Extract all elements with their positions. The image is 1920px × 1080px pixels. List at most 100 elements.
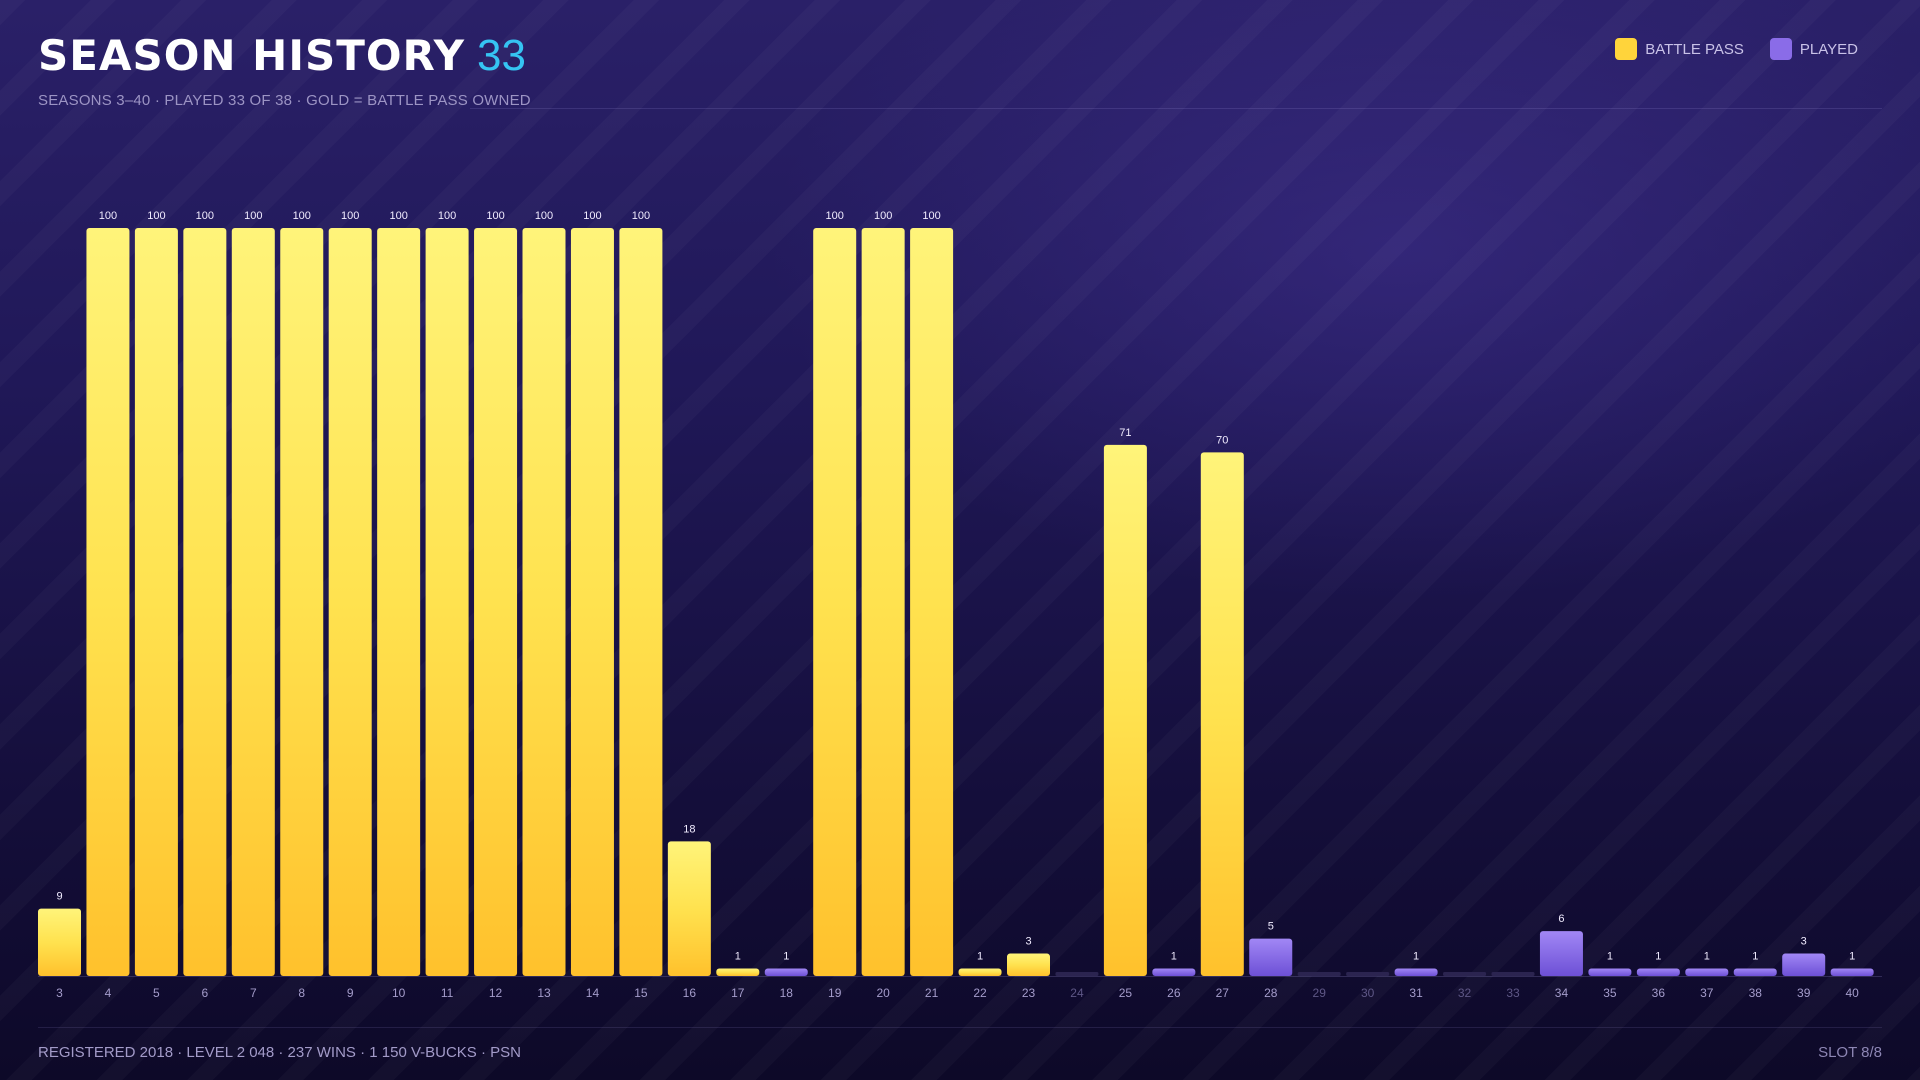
bar-season-3 xyxy=(38,908,81,976)
bar-season-7 xyxy=(231,228,275,976)
data-label-season-34: 6 xyxy=(1558,913,1564,925)
bar-season-21 xyxy=(910,228,954,976)
x-tick-label-16: 16 xyxy=(683,986,697,1000)
data-label-season-7: 100 xyxy=(244,210,262,222)
bar-season-4 xyxy=(86,228,130,976)
data-label-season-11: 100 xyxy=(438,210,456,222)
bar-season-25 xyxy=(1103,444,1147,976)
bar-season-19 xyxy=(813,228,857,976)
bar-season-33-unplayed xyxy=(1491,972,1535,976)
legend: BATTLE PASS PLAYED xyxy=(1615,38,1858,60)
subtitle: SEASONS 3–40 · PLAYED 33 OF 38 · GOLD = … xyxy=(38,92,531,109)
x-tick-label-31: 31 xyxy=(1409,986,1423,1000)
bar-season-36 xyxy=(1636,968,1680,976)
x-tick-label-7: 7 xyxy=(250,986,257,1000)
x-tick-label-3: 3 xyxy=(56,986,63,1000)
data-label-season-12: 100 xyxy=(486,210,504,222)
x-tick-label-36: 36 xyxy=(1652,986,1666,1000)
battle-pass-swatch xyxy=(1615,38,1638,60)
x-tick-label-10: 10 xyxy=(392,986,406,1000)
x-tick-label-39: 39 xyxy=(1797,986,1811,1000)
page-title: SEASON HISTORY 33 xyxy=(38,26,526,86)
x-tick-label-28: 28 xyxy=(1264,986,1278,1000)
x-tick-label-30: 30 xyxy=(1361,986,1375,1000)
bar-season-34 xyxy=(1539,931,1583,976)
data-label-season-27: 70 xyxy=(1216,434,1228,446)
data-label-season-4: 100 xyxy=(99,210,117,222)
x-tick-label-21: 21 xyxy=(925,986,939,1000)
x-tick-label-4: 4 xyxy=(105,986,112,1000)
data-label-season-13: 100 xyxy=(535,210,553,222)
bar-season-30-unplayed xyxy=(1346,972,1390,976)
slot-indicator: SLOT 8/8 xyxy=(1818,1044,1882,1061)
data-label-season-10: 100 xyxy=(389,210,407,222)
x-tick-label-14: 14 xyxy=(586,986,600,1000)
data-label-season-37: 1 xyxy=(1704,951,1710,963)
x-tick-label-29: 29 xyxy=(1313,986,1327,1000)
title-text: SEASON HISTORY xyxy=(38,31,466,80)
x-tick-label-13: 13 xyxy=(537,986,551,1000)
data-label-season-14: 100 xyxy=(583,210,601,222)
bar-season-22 xyxy=(958,968,1002,976)
bar-season-39 xyxy=(1782,953,1826,976)
bar-season-26 xyxy=(1152,968,1196,976)
bar-season-31 xyxy=(1394,968,1438,976)
data-label-season-39: 3 xyxy=(1801,936,1807,948)
x-tick-label-25: 25 xyxy=(1119,986,1133,1000)
bar-season-37 xyxy=(1685,968,1729,976)
data-label-season-3: 9 xyxy=(56,891,62,903)
legend-item-played: PLAYED xyxy=(1769,38,1858,60)
bar-season-27 xyxy=(1200,452,1244,976)
season-bar-chart: 9310041005100610071008100910010100111001… xyxy=(38,210,1882,1000)
bar-season-10 xyxy=(377,228,421,976)
legend-label-battle-pass: BATTLE PASS xyxy=(1645,40,1744,58)
x-tick-label-37: 37 xyxy=(1700,986,1714,1000)
x-tick-label-18: 18 xyxy=(780,986,794,1000)
data-label-season-16: 18 xyxy=(683,823,695,835)
legend-label-played: PLAYED xyxy=(1799,40,1858,58)
x-tick-label-33: 33 xyxy=(1506,986,1520,1000)
bar-season-32-unplayed xyxy=(1443,972,1487,976)
data-label-season-5: 100 xyxy=(147,210,165,222)
data-label-season-31: 1 xyxy=(1413,951,1419,963)
bar-season-23 xyxy=(1007,953,1050,976)
x-tick-label-6: 6 xyxy=(202,986,209,1000)
x-tick-label-32: 32 xyxy=(1458,986,1472,1000)
bar-season-6 xyxy=(183,228,227,976)
bar-season-38 xyxy=(1733,968,1777,976)
bar-season-17 xyxy=(716,968,760,976)
bar-season-24-unplayed xyxy=(1055,972,1099,976)
x-tick-label-17: 17 xyxy=(731,986,745,1000)
x-tick-label-27: 27 xyxy=(1216,986,1230,1000)
played-count: 33 xyxy=(477,31,526,80)
x-tick-label-26: 26 xyxy=(1167,986,1181,1000)
x-tick-label-19: 19 xyxy=(828,986,842,1000)
data-label-season-6: 100 xyxy=(196,210,214,222)
bar-season-11 xyxy=(425,228,469,976)
data-label-season-17: 1 xyxy=(735,951,741,963)
x-tick-label-5: 5 xyxy=(153,986,160,1000)
x-tick-label-38: 38 xyxy=(1749,986,1763,1000)
bar-season-14 xyxy=(570,228,614,976)
bar-season-15 xyxy=(619,228,663,976)
data-label-season-26: 1 xyxy=(1171,951,1177,963)
header-divider xyxy=(470,108,1882,109)
played-swatch xyxy=(1769,38,1792,60)
bar-season-12 xyxy=(474,228,518,976)
data-label-season-38: 1 xyxy=(1752,951,1758,963)
bar-season-28 xyxy=(1249,938,1293,976)
x-tick-label-34: 34 xyxy=(1555,986,1569,1000)
bar-season-35 xyxy=(1588,968,1632,976)
bar-season-9 xyxy=(328,228,372,976)
data-label-season-40: 1 xyxy=(1849,951,1855,963)
x-tick-label-40: 40 xyxy=(1845,986,1859,1000)
data-label-season-20: 100 xyxy=(874,210,892,222)
x-tick-label-35: 35 xyxy=(1603,986,1617,1000)
x-tick-label-20: 20 xyxy=(876,986,890,1000)
bar-season-20 xyxy=(861,228,905,976)
bar-season-29-unplayed xyxy=(1297,972,1341,976)
x-tick-label-22: 22 xyxy=(973,986,987,1000)
data-label-season-23: 3 xyxy=(1025,936,1031,948)
bar-season-16 xyxy=(667,841,711,976)
x-tick-label-23: 23 xyxy=(1022,986,1036,1000)
